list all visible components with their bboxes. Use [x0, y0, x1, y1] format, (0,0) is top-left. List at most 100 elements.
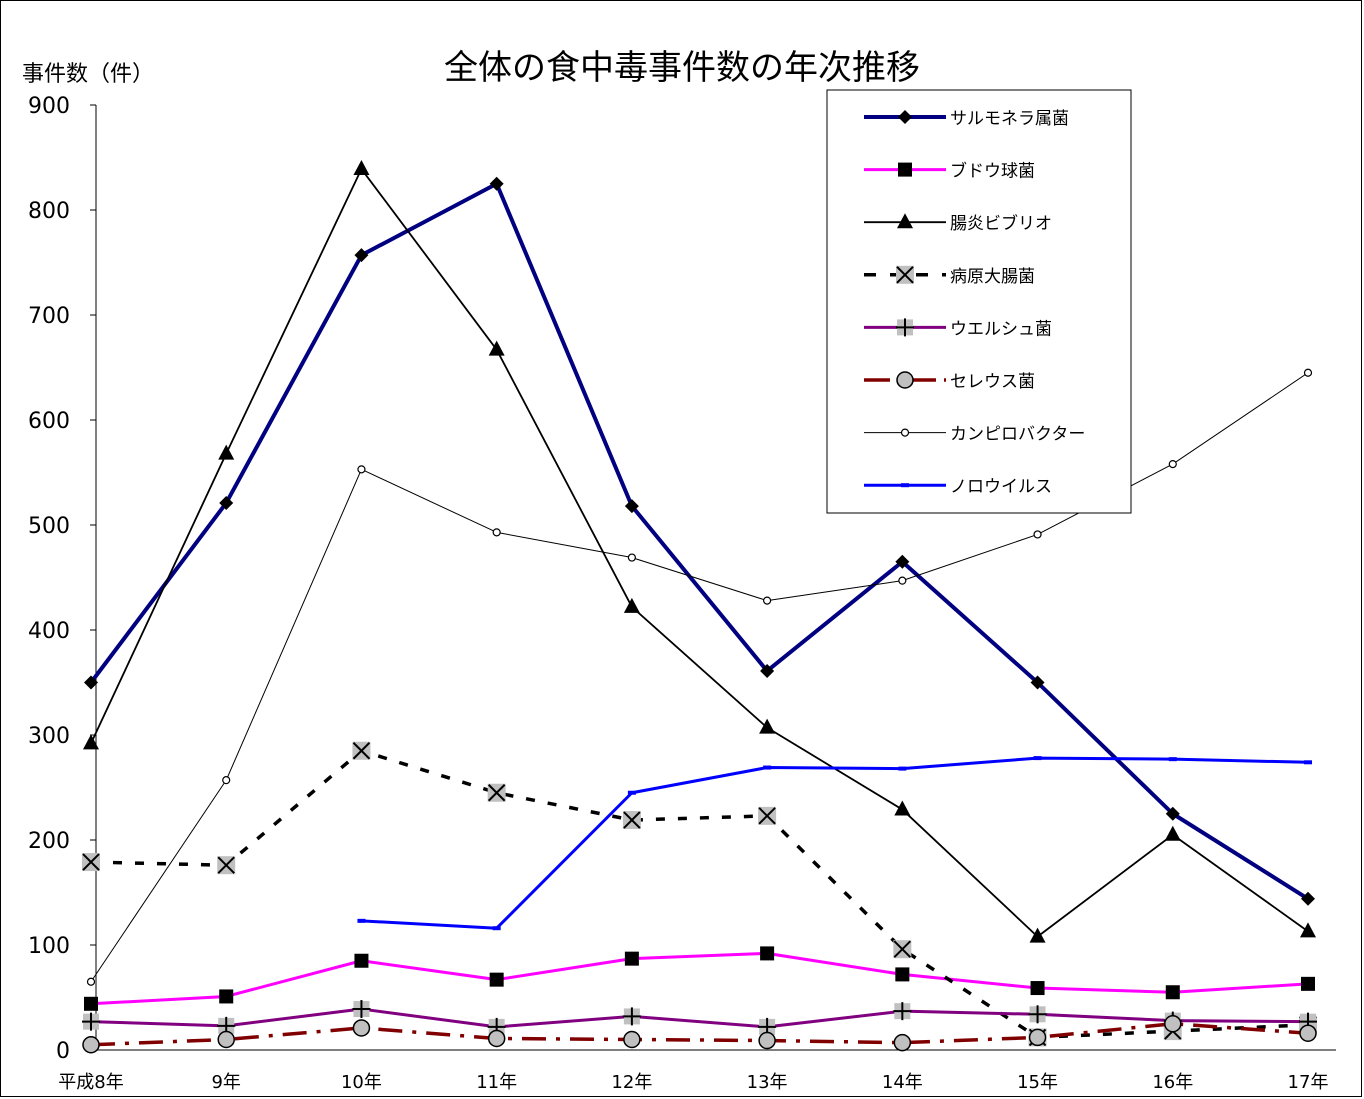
series-line — [90, 168, 1309, 938]
data-point — [352, 1019, 371, 1037]
data-point — [487, 1029, 506, 1048]
data-point — [217, 1030, 235, 1049]
legend-label: セレウス菌 — [950, 372, 1035, 392]
data-point — [763, 765, 772, 770]
data-point — [893, 940, 912, 959]
x-marker-stroke — [217, 856, 235, 874]
series-layer — [82, 160, 1317, 1054]
x-tick-label: 9年 — [211, 1072, 240, 1093]
data-point — [1301, 976, 1315, 991]
x-marker-stroke — [893, 940, 912, 958]
data-point — [893, 1033, 912, 1052]
data-point — [893, 1002, 912, 1021]
series-line — [90, 1022, 1309, 1047]
series-line — [89, 181, 1310, 901]
legend-swatch-marker — [898, 162, 912, 177]
legend-item: 腸炎ビブリオ — [864, 213, 1052, 234]
y-tick-label: 800 — [28, 199, 70, 224]
legend-item: ノロウイルス — [864, 477, 1052, 497]
series-5 — [82, 1000, 1317, 1036]
data-point — [1033, 756, 1042, 761]
legend-swatch-marker — [896, 318, 914, 337]
data-point — [898, 576, 907, 585]
data-point — [624, 499, 639, 514]
data-point — [357, 918, 366, 923]
data-point — [624, 951, 639, 966]
data-point — [82, 1036, 100, 1054]
legend-item: ブドウ球菌 — [864, 161, 1035, 182]
series-line — [90, 749, 1309, 1040]
data-point — [488, 340, 505, 356]
data-point — [1028, 1005, 1047, 1024]
x-tick-label: 13年 — [747, 1072, 788, 1093]
chart-title: 全体の食中毒事件数の年次推移 — [444, 48, 920, 88]
x-tick-label: 11年 — [476, 1072, 517, 1093]
data-point — [627, 553, 636, 562]
legend: サルモネラ属菌ブドウ球菌腸炎ビブリオ病原大腸菌ウエルシュ菌セレウス菌カンピロバク… — [826, 89, 1132, 514]
y-tick-label: 0 — [56, 1039, 70, 1064]
y-tick-label: 600 — [28, 409, 70, 434]
series-line — [90, 951, 1309, 1006]
data-point — [758, 1031, 776, 1050]
legend-label: カンピロバクター — [950, 425, 1085, 445]
legend-swatch-marker — [896, 265, 914, 284]
legend-item: カンピロバクター — [864, 425, 1085, 445]
x-marker-stroke — [487, 784, 506, 802]
data-point — [489, 176, 504, 191]
data-point — [1028, 1028, 1047, 1047]
legend-item: ウエルシュ菌 — [864, 318, 1052, 339]
series-line — [90, 1007, 1309, 1029]
legend-label: 病原大腸菌 — [950, 267, 1035, 287]
legend-item: 病原大腸菌 — [864, 265, 1035, 287]
data-point — [758, 806, 777, 825]
data-point — [1304, 760, 1312, 765]
data-point — [1303, 368, 1313, 377]
data-point — [760, 946, 775, 961]
legend-item: サルモネラ属菌 — [864, 109, 1069, 129]
data-point — [1168, 757, 1177, 762]
data-point — [487, 783, 506, 802]
y-tick-label: 900 — [28, 94, 70, 119]
data-point — [83, 734, 99, 750]
data-point — [492, 528, 501, 537]
y-tick-label: 100 — [28, 934, 70, 959]
data-point — [357, 465, 366, 474]
legend-swatch-marker — [897, 213, 913, 229]
series-2 — [84, 946, 1315, 1011]
data-point — [354, 248, 369, 263]
data-point — [352, 741, 371, 760]
y-tick-label: 500 — [28, 514, 70, 539]
x-marker-stroke — [896, 266, 914, 284]
data-point — [82, 853, 100, 872]
legend-box — [826, 89, 1132, 514]
x-tick-label: 16年 — [1152, 1072, 1193, 1093]
legend-label: ブドウ球菌 — [950, 161, 1035, 182]
legend-label: 腸炎ビブリオ — [950, 213, 1052, 234]
series-3 — [83, 160, 1316, 943]
data-point — [1164, 1015, 1182, 1033]
data-point — [1299, 1024, 1317, 1042]
data-point — [759, 718, 776, 734]
x-marker-stroke — [758, 807, 776, 825]
x-tick-label: 12年 — [611, 1072, 652, 1093]
data-point — [1165, 806, 1180, 821]
x-tick-label: 10年 — [341, 1072, 382, 1093]
data-point — [354, 953, 369, 968]
data-point — [895, 967, 910, 982]
series-4 — [82, 741, 1317, 1047]
data-point — [492, 926, 501, 931]
data-point — [84, 996, 98, 1011]
data-point — [82, 1012, 100, 1031]
y-tick-label: 200 — [28, 829, 70, 854]
data-point — [86, 977, 96, 986]
data-point — [1030, 981, 1045, 996]
data-point — [222, 776, 231, 785]
data-point — [84, 675, 98, 690]
data-point — [1301, 891, 1315, 906]
data-point — [763, 596, 772, 605]
data-point — [895, 554, 910, 569]
x-tick-label: 平成8年 — [58, 1072, 123, 1093]
data-point — [1033, 530, 1042, 539]
